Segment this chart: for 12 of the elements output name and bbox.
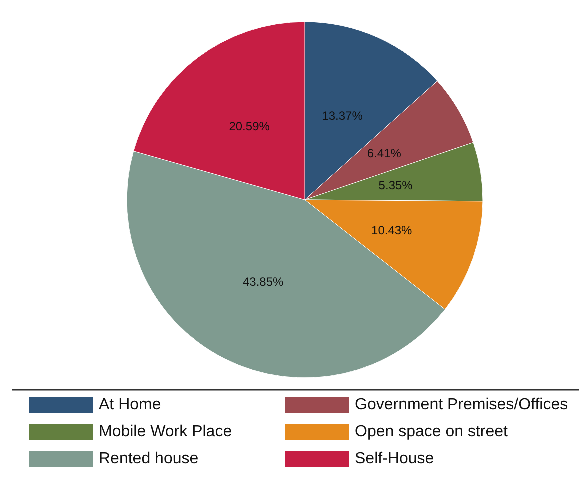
data-label: 43.85% (242, 275, 284, 290)
data-label: 20.59% (229, 120, 270, 134)
legend-label: Mobile Work Place (99, 424, 232, 440)
legend-label: Government Premises/Offices (355, 396, 568, 414)
legend-label: At Home (99, 396, 162, 414)
data-label: 6.41% (367, 146, 402, 161)
legend-label: Self-House (355, 450, 434, 468)
data-label: 13.37% (322, 108, 364, 123)
legend-label: Rented house (99, 450, 199, 468)
legend-label: Open space on street (355, 424, 509, 440)
data-label: 5.35% (378, 178, 414, 192)
data-label: 10.43% (372, 223, 413, 238)
